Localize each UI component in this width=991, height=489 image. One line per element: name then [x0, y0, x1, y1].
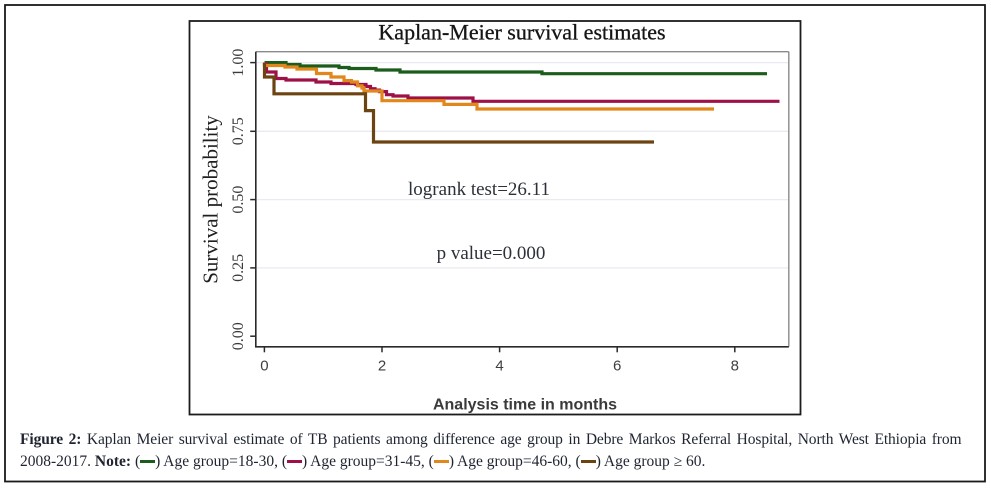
svg-text:p value=0.000: p value=0.000: [437, 243, 546, 264]
svg-text:0.75: 0.75: [230, 117, 247, 145]
svg-text:2: 2: [378, 358, 386, 375]
svg-text:0: 0: [260, 358, 268, 375]
svg-text:Analysis time in months: Analysis time in months: [433, 397, 617, 414]
svg-text:1.00: 1.00: [230, 49, 247, 77]
svg-text:0.50: 0.50: [230, 186, 247, 214]
svg-text:logrank test=26.11: logrank test=26.11: [408, 179, 550, 200]
svg-text:Survival probability: Survival probability: [199, 115, 223, 284]
svg-text:6: 6: [613, 358, 621, 375]
svg-text:0.25: 0.25: [230, 254, 247, 282]
svg-text:8: 8: [731, 358, 739, 375]
svg-text:Kaplan-Meier survival estimate: Kaplan-Meier survival estimates: [378, 19, 665, 44]
svg-text:4: 4: [495, 358, 503, 375]
svg-text:0.00: 0.00: [230, 322, 247, 350]
